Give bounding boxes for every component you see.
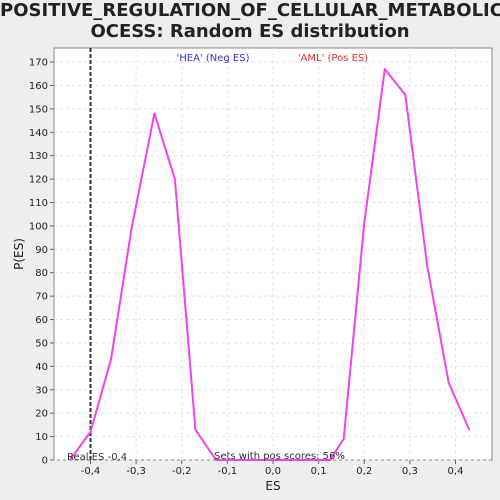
- series-points: [69, 68, 470, 461]
- x-tick-label: -0,3: [126, 466, 146, 477]
- x-tick-label: 0,0: [265, 466, 281, 477]
- y-tick-label: 110: [29, 198, 48, 209]
- series-point: [110, 358, 112, 361]
- x-tick-label: 0,3: [402, 466, 418, 477]
- series-point: [174, 178, 176, 180]
- x-tick-label: -0,1: [218, 466, 238, 477]
- series-point: [447, 381, 450, 384]
- series-point: [468, 428, 470, 431]
- chart-title-line-1: POSITIVE_REGULATION_OF_CELLULAR_METABOLI…: [0, 0, 500, 21]
- series-point: [363, 222, 366, 225]
- pos-es-label: 'AML' (Pos ES): [298, 53, 368, 64]
- x-axis-ticks: -0,4 -0,3 -0,2 -0,1 0,0 0,1 0,2 0,3 0,4: [81, 460, 464, 477]
- y-tick-label: 120: [29, 175, 48, 186]
- series-point: [404, 94, 407, 96]
- pos-scores-text: Sets with pos scores: 56%: [214, 451, 345, 462]
- y-tick-label: 170: [29, 58, 48, 69]
- random-es-series-line: [69, 68, 471, 461]
- series-point: [329, 459, 331, 461]
- series-point: [342, 438, 345, 440]
- y-axis-ticks: 0 10 20 30 40 50 60 70 80 90 100 110 120 130 140 150 160…: [29, 58, 54, 467]
- y-tick-label: 130: [29, 151, 48, 162]
- x-tick-label: -0,2: [172, 466, 192, 477]
- y-tick-label: 40: [35, 362, 48, 373]
- series-point: [69, 459, 71, 461]
- y-tick-label: 140: [29, 128, 48, 139]
- series-point: [215, 459, 217, 461]
- neg-es-label: 'HEA' (Neg ES): [177, 53, 250, 64]
- x-axis-label: ES: [265, 479, 280, 493]
- y-tick-label: 60: [35, 315, 48, 326]
- y-tick-label: 100: [29, 221, 48, 232]
- y-tick-label: 80: [35, 268, 48, 279]
- y-axis-label: P(ES): [12, 238, 26, 270]
- y-tick-label: 50: [35, 338, 48, 349]
- y-tick-label: 160: [29, 81, 48, 92]
- y-tick-label: 0: [42, 456, 48, 467]
- x-tick-label: 0,1: [311, 466, 327, 477]
- series-point: [426, 264, 429, 267]
- x-tick-label: 0,2: [356, 466, 372, 477]
- chart-title: POSITIVE_REGULATION_OF_CELLULAR_METABOLI…: [0, 0, 500, 42]
- real-es-label: Real ES -0,4: [67, 452, 127, 463]
- series-point: [383, 68, 386, 70]
- x-tick-label: 0,4: [448, 466, 464, 477]
- series-point: [194, 428, 197, 431]
- chart-title-line-2: OCESS: Random ES distribution: [90, 21, 410, 42]
- y-tick-label: 30: [35, 385, 48, 396]
- y-tick-label: 150: [29, 104, 48, 115]
- series-point: [89, 431, 92, 433]
- y-tick-label: 70: [35, 292, 48, 303]
- series-point: [130, 227, 133, 230]
- grid-lines: [54, 48, 492, 461]
- y-tick-label: 20: [35, 409, 48, 420]
- series-point: [153, 112, 156, 115]
- x-tick-label: -0,4: [81, 466, 101, 477]
- y-tick-label: 90: [35, 245, 48, 256]
- y-tick-label: 10: [35, 432, 48, 443]
